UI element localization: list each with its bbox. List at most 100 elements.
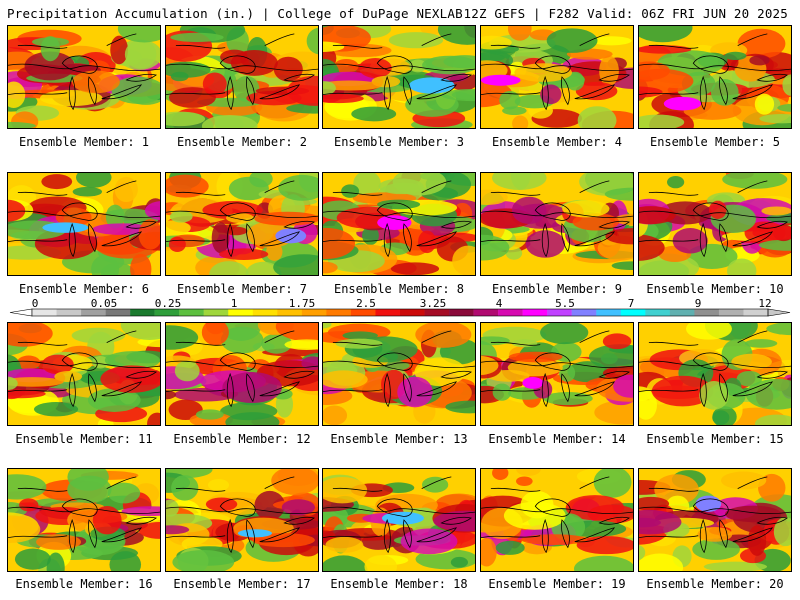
member-label: Ensemble Member: 18 — [330, 577, 468, 591]
colorbar-tick-label: 4 — [495, 297, 503, 310]
colorbar-tick-label: 0 — [31, 297, 39, 310]
colorbar-swatch — [154, 309, 180, 316]
colorbar-swatch — [228, 309, 253, 316]
member-label: Ensemble Member: 19 — [488, 577, 626, 591]
precip-colorbar — [9, 308, 791, 317]
member-map-panel — [638, 322, 792, 426]
colorbar-tick-label: 9 — [694, 297, 702, 310]
member-label: Ensemble Member: 16 — [15, 577, 153, 591]
member-label: Ensemble Member: 3 — [333, 135, 465, 149]
precip-field — [481, 469, 633, 571]
precip-field — [166, 469, 318, 571]
colorbar-swatch — [694, 309, 720, 316]
member-label: Ensemble Member: 9 — [491, 282, 623, 296]
colorbar-swatch — [669, 309, 695, 316]
member-label: Ensemble Member: 15 — [646, 432, 784, 446]
member-map-panel — [165, 468, 319, 572]
colorbar-swatch — [56, 309, 82, 316]
colorbar-tick-label: 7 — [627, 297, 635, 310]
colorbar-tick-label: 0.05 — [90, 297, 118, 310]
precip-field — [323, 469, 475, 571]
precip-field — [8, 469, 160, 571]
colorbar-swatch — [130, 309, 155, 316]
member-map-panel — [322, 172, 476, 276]
member-label: Ensemble Member: 1 — [18, 135, 150, 149]
member-label: Ensemble Member: 20 — [646, 577, 784, 591]
member-map-panel — [165, 322, 319, 426]
member-map-panel — [322, 25, 476, 129]
member-label: Ensemble Member: 2 — [176, 135, 308, 149]
colorbar-tick-label: 2.5 — [356, 297, 376, 310]
colorbar-swatch — [547, 309, 572, 316]
colorbar-swatch — [81, 309, 106, 316]
member-map-panel — [7, 468, 161, 572]
colorbar-tick-label: 0.25 — [154, 297, 182, 310]
member-map-panel — [480, 322, 634, 426]
precip-field — [481, 26, 633, 128]
precip-field — [323, 323, 475, 425]
colorbar-swatch — [301, 309, 327, 316]
member-map-panel — [480, 468, 634, 572]
colorbar-swatch — [350, 309, 376, 316]
colorbar-swatch — [498, 309, 523, 316]
colorbar-swatch — [400, 309, 425, 316]
colorbar-swatch — [718, 309, 744, 316]
precip-field — [481, 323, 633, 425]
map-title: Precipitation Accumulation (in.) | Colle… — [7, 6, 463, 21]
colorbar-tick-label: 1.75 — [288, 297, 316, 310]
member-map-panel — [322, 468, 476, 572]
precip-field — [166, 173, 318, 275]
precip-field — [323, 173, 475, 275]
member-map-panel — [638, 25, 792, 129]
colorbar-swatch — [179, 309, 204, 316]
precip-field — [166, 26, 318, 128]
member-label: Ensemble Member: 12 — [173, 432, 311, 446]
member-label: Ensemble Member: 14 — [488, 432, 626, 446]
precip-field — [639, 26, 791, 128]
colorbar-swatch — [424, 309, 450, 316]
colorbar-swatch — [596, 309, 621, 316]
colorbar-tick-label: 12 — [758, 297, 772, 310]
precip-field — [323, 26, 475, 128]
colorbar-max-arrow — [767, 308, 791, 317]
colorbar-swatch — [645, 309, 671, 316]
member-map-panel — [480, 172, 634, 276]
colorbar-swatch — [522, 309, 548, 316]
colorbar-swatch — [620, 309, 646, 316]
precip-field — [639, 323, 791, 425]
member-map-panel — [7, 322, 161, 426]
member-label: Ensemble Member: 4 — [491, 135, 623, 149]
model-valid-time: 12Z GEFS | F282 Valid: 06Z FRI JUN 20 20… — [463, 6, 788, 21]
colorbar-swatch — [743, 309, 769, 316]
member-map-panel — [322, 322, 476, 426]
colorbar-swatch — [32, 309, 57, 316]
precip-field — [8, 173, 160, 275]
member-map-panel — [638, 468, 792, 572]
colorbar-swatch — [571, 309, 597, 316]
member-map-panel — [480, 25, 634, 129]
member-label: Ensemble Member: 7 — [176, 282, 308, 296]
colorbar-swatch — [277, 309, 303, 316]
colorbar-min-arrow — [9, 308, 33, 317]
colorbar-tick-label: 3.25 — [419, 297, 447, 310]
colorbar-tick-label: 1 — [230, 297, 238, 310]
colorbar-swatch — [252, 309, 278, 316]
member-map-panel — [165, 25, 319, 129]
colorbar-swatch — [105, 309, 131, 316]
member-label: Ensemble Member: 10 — [646, 282, 784, 296]
member-map-panel — [165, 172, 319, 276]
precip-field — [8, 323, 160, 425]
member-label: Ensemble Member: 13 — [330, 432, 468, 446]
member-map-panel — [638, 172, 792, 276]
colorbar-swatch — [326, 309, 352, 316]
precip-field — [8, 26, 160, 128]
colorbar-swatch — [449, 309, 474, 316]
colorbar-swatch — [473, 309, 499, 316]
member-map-panel — [7, 172, 161, 276]
precip-field — [481, 173, 633, 275]
member-label: Ensemble Member: 6 — [18, 282, 150, 296]
precip-field — [639, 469, 791, 571]
colorbar-tick-label: 5.5 — [555, 297, 575, 310]
member-label: Ensemble Member: 11 — [15, 432, 153, 446]
member-label: Ensemble Member: 17 — [173, 577, 311, 591]
